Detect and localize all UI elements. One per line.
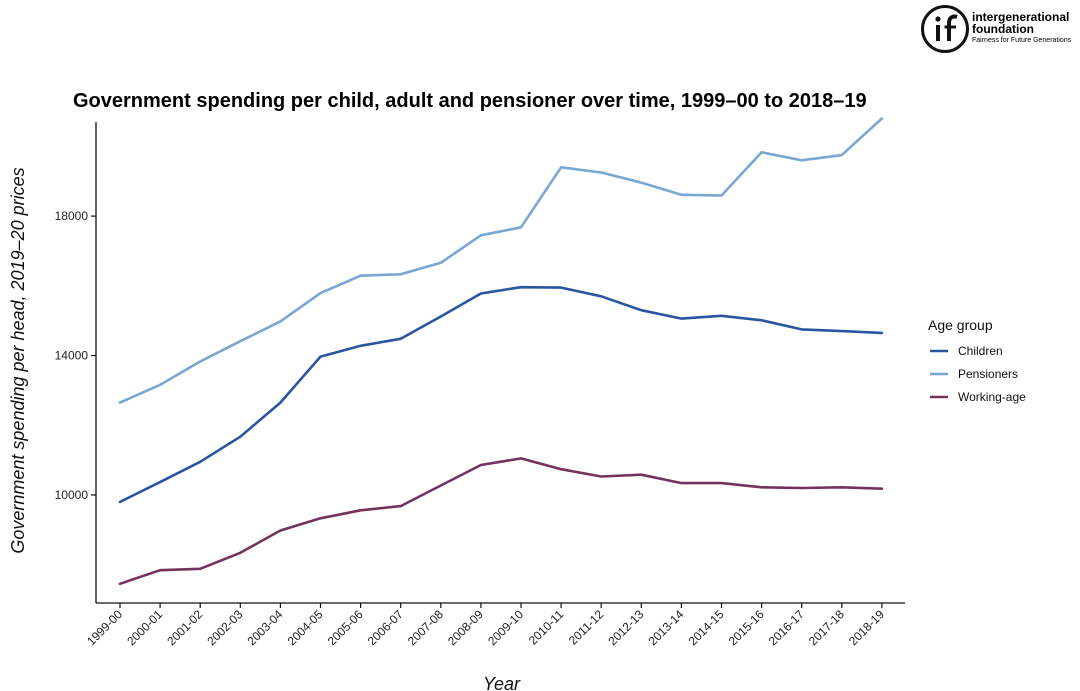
x-tick-label: 2012-13 — [605, 607, 646, 648]
y-tick-label: 14000 — [55, 349, 89, 363]
x-tick-label: 2013-14 — [645, 607, 686, 648]
y-axis-title: Government spending per head, 2019–20 pr… — [8, 167, 28, 553]
x-tick-label: 2018-19 — [846, 607, 887, 648]
x-tick-label: 2017-18 — [806, 607, 847, 648]
legend-label-pensioners: Pensioners — [958, 367, 1018, 381]
x-tick-label: 2007-08 — [405, 607, 446, 648]
plot-area: 10000 14000 18000 1999-00 2000-01 2001-02 2002… — [8, 117, 905, 691]
x-tick-label: 2010-11 — [526, 607, 567, 648]
x-tick-label: 2005-06 — [325, 607, 366, 648]
chart-title: Government spending per child, adult and… — [73, 90, 867, 112]
y-tick-label: 10000 — [55, 488, 89, 502]
legend-label-children: Children — [958, 344, 1003, 358]
legend-label-working-age: Working-age — [958, 390, 1026, 404]
x-tick-label: 2006-07 — [365, 607, 406, 648]
series-line-children — [118, 285, 884, 504]
x-tick-label: 2004-05 — [285, 607, 326, 648]
legend: Age group Children Pensioners Working-age — [928, 317, 1026, 404]
x-tick-label: 2000-01 — [124, 607, 165, 648]
logo-name-line1: intergenerational — [972, 10, 1070, 24]
x-tick-label: 1999-00 — [84, 607, 125, 648]
x-tick-label: 2011-12 — [566, 607, 607, 648]
x-tick-label: 2001-02 — [164, 607, 205, 648]
logo-name-line2: foundation — [972, 22, 1034, 36]
logo-tagline: Fairness for Future Generations — [972, 37, 1072, 44]
legend-title: Age group — [928, 317, 993, 333]
x-tick-label: 2014-15 — [686, 607, 727, 648]
x-tick-label: 2016-17 — [766, 607, 807, 648]
if-logo-icon — [921, 5, 969, 53]
intergenerational-foundation-logo: intergenerational foundation Fairness fo… — [920, 4, 1075, 54]
x-tick-label: 2003-04 — [244, 607, 285, 648]
x-tick-label: 2008-09 — [445, 607, 486, 648]
x-tick-label: 2009-10 — [485, 607, 526, 648]
x-tick-label: 2002-03 — [204, 607, 245, 648]
x-axis-title: Year — [483, 674, 521, 691]
y-tick-label: 18000 — [55, 209, 89, 223]
series-line-working-age — [118, 457, 884, 586]
series-line-pensioners — [118, 117, 884, 404]
x-tick-label: 2015-16 — [726, 607, 767, 648]
